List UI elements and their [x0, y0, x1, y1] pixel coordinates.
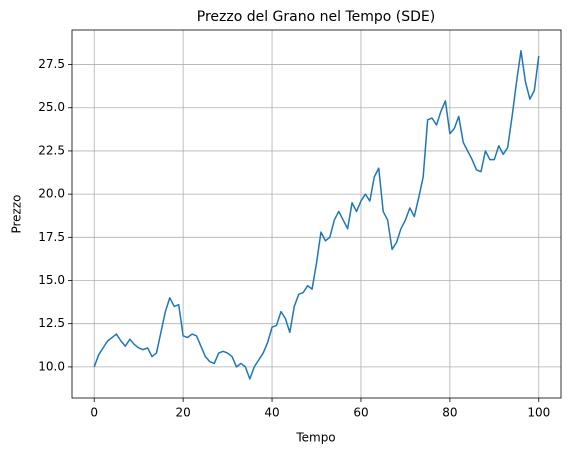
- x-tick-label: 40: [264, 406, 279, 420]
- y-tick-label: 25.0: [38, 100, 65, 114]
- price-line: [93, 49, 540, 380]
- y-axis-label: Prezzo: [10, 194, 24, 233]
- y-tick-label: 27.5: [38, 57, 65, 71]
- x-tick-label: 0: [90, 406, 98, 420]
- x-tick-label: 80: [442, 406, 457, 420]
- x-tick-label: 60: [353, 406, 368, 420]
- y-tick-label: 20.0: [38, 187, 65, 201]
- y-tick-label: 22.5: [38, 143, 65, 157]
- y-tick-label: 10.0: [38, 359, 65, 373]
- x-tick-label: 20: [175, 406, 190, 420]
- chart-title: Prezzo del Grano nel Tempo (SDE): [197, 9, 435, 25]
- y-tick-label: 15.0: [38, 273, 65, 287]
- x-axis-label: Tempo: [295, 431, 335, 445]
- y-tick-label: 17.5: [38, 230, 65, 244]
- x-tick-label: 100: [527, 406, 550, 420]
- plot-frame: [71, 29, 562, 399]
- y-tick-label: 12.5: [38, 316, 65, 330]
